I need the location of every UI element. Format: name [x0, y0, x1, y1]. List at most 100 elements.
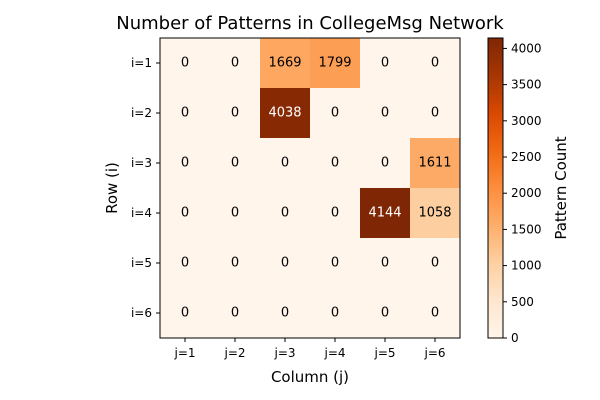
colorbar-tick-label: 500 [511, 295, 534, 309]
heatmap-cell [160, 38, 210, 88]
y-axis-label: Row (i) [103, 162, 121, 214]
heatmap-cell [310, 138, 360, 188]
cell-value-label: 0 [231, 156, 239, 171]
x-tick-label: j=6 [423, 346, 445, 360]
cell-value-label: 0 [431, 256, 439, 271]
x-tick-label: j=2 [223, 346, 245, 360]
cell-value-label: 0 [331, 256, 339, 271]
y-tick-label: i=5 [131, 256, 152, 270]
cell-value-label: 0 [181, 56, 189, 71]
heatmap-cell [310, 288, 360, 338]
heatmap-cell [410, 88, 460, 138]
heatmap-cell [260, 38, 310, 88]
heatmap-cell [410, 138, 460, 188]
cell-value-label: 0 [381, 306, 389, 321]
cell-value-label: 1058 [418, 206, 451, 221]
heatmap-cell [410, 38, 460, 88]
cell-value-label: 0 [281, 206, 289, 221]
x-axis-label: Column (j) [271, 368, 349, 386]
cell-value-label: 0 [181, 256, 189, 271]
cell-value-label: 0 [431, 106, 439, 121]
heatmap-cell [310, 188, 360, 238]
plot-frame [159, 37, 461, 339]
colorbar-tick-label: 3500 [511, 78, 542, 92]
heatmap-cell [210, 238, 260, 288]
colorbar-tick-label: 1500 [511, 222, 542, 236]
heatmap-cell [160, 188, 210, 238]
heatmap-cell [210, 138, 260, 188]
y-tick-label: i=2 [131, 106, 152, 120]
x-tick-label: j=5 [373, 346, 395, 360]
heatmap-cell [260, 138, 310, 188]
cell-value-label: 0 [381, 256, 389, 271]
heatmap-cell [360, 138, 410, 188]
heatmap-cell [310, 238, 360, 288]
heatmap-cell [360, 238, 410, 288]
heatmap-cell [260, 288, 310, 338]
heatmap-cell [160, 238, 210, 288]
cell-value-label: 0 [181, 156, 189, 171]
heatmap-cell [210, 88, 260, 138]
heatmap-cell [260, 188, 310, 238]
cell-value-label: 1799 [318, 56, 351, 71]
cell-value-label: 1611 [418, 156, 451, 171]
y-tick-label: i=4 [131, 206, 152, 220]
heatmap-cell [310, 38, 360, 88]
cell-value-label: 0 [231, 256, 239, 271]
heatmap-cell [410, 288, 460, 338]
colorbar-frame [487, 37, 504, 339]
heatmap-cell [210, 188, 260, 238]
heatmap-cell [260, 88, 310, 138]
chart-title: Number of Patterns in CollegeMsg Network [116, 13, 504, 34]
heatmap-cell [360, 88, 410, 138]
cell-value-label: 0 [381, 56, 389, 71]
cell-value-label: 1669 [268, 56, 301, 71]
y-tick-label: i=3 [131, 156, 152, 170]
colorbar-tick-label: 3000 [511, 114, 542, 128]
cell-value-label: 4038 [268, 106, 301, 121]
heatmap-cell [210, 38, 260, 88]
colorbar-tick-label: 2500 [511, 150, 542, 164]
cell-value-label: 0 [381, 106, 389, 121]
heatmap-cell [360, 38, 410, 88]
colorbar-tick-label: 4000 [511, 41, 542, 55]
heatmap-cell [160, 88, 210, 138]
y-tick-label: i=6 [131, 306, 152, 320]
colorbar [488, 38, 503, 338]
heatmap-cells [160, 38, 460, 338]
cell-value-label: 0 [181, 206, 189, 221]
cell-value-label: 0 [231, 306, 239, 321]
cell-value-label: 0 [331, 106, 339, 121]
cell-value-label: 0 [431, 56, 439, 71]
colorbar-label: Pattern Count [552, 136, 570, 239]
heatmap-cell [410, 188, 460, 238]
heatmap-cell-labels: 0 0 1669 1799 0 0 0 0 4038 0 0 0 0 0 0 0 0 1611 0 0 0 0 4144 10… [181, 56, 452, 321]
heatmap-cell [160, 288, 210, 338]
cell-value-label: 0 [431, 306, 439, 321]
x-tick-label: j=3 [273, 346, 295, 360]
heatmap-cell [310, 88, 360, 138]
heatmap-cell [160, 138, 210, 188]
cell-value-label: 0 [231, 106, 239, 121]
cell-value-label: 0 [331, 156, 339, 171]
heatmap-cell [360, 288, 410, 338]
cell-value-label: 0 [281, 306, 289, 321]
x-tick-label: j=1 [173, 346, 195, 360]
cell-value-label: 0 [381, 156, 389, 171]
x-axis-ticks: j=1 j=2 j=3 j=4 j=5 j=6 [173, 338, 446, 360]
cell-value-label: 0 [281, 156, 289, 171]
colorbar-tick-label: 2000 [511, 186, 542, 200]
colorbar-ticks: 0 500 1000 1500 2000 2500 3000 3500 4000 [503, 41, 542, 345]
cell-value-label: 0 [181, 306, 189, 321]
colorbar-tick-label: 0 [511, 331, 519, 345]
cell-value-label: 4144 [368, 206, 401, 221]
colorbar-tick-label: 1000 [511, 259, 542, 273]
y-tick-label: i=1 [131, 56, 152, 70]
x-tick-label: j=4 [323, 346, 345, 360]
cell-value-label: 0 [331, 306, 339, 321]
heatmap-cell [410, 238, 460, 288]
cell-value-label: 0 [231, 56, 239, 71]
y-axis-ticks: i=1 i=2 i=3 i=4 i=5 i=6 [131, 56, 160, 320]
cell-value-label: 0 [281, 256, 289, 271]
